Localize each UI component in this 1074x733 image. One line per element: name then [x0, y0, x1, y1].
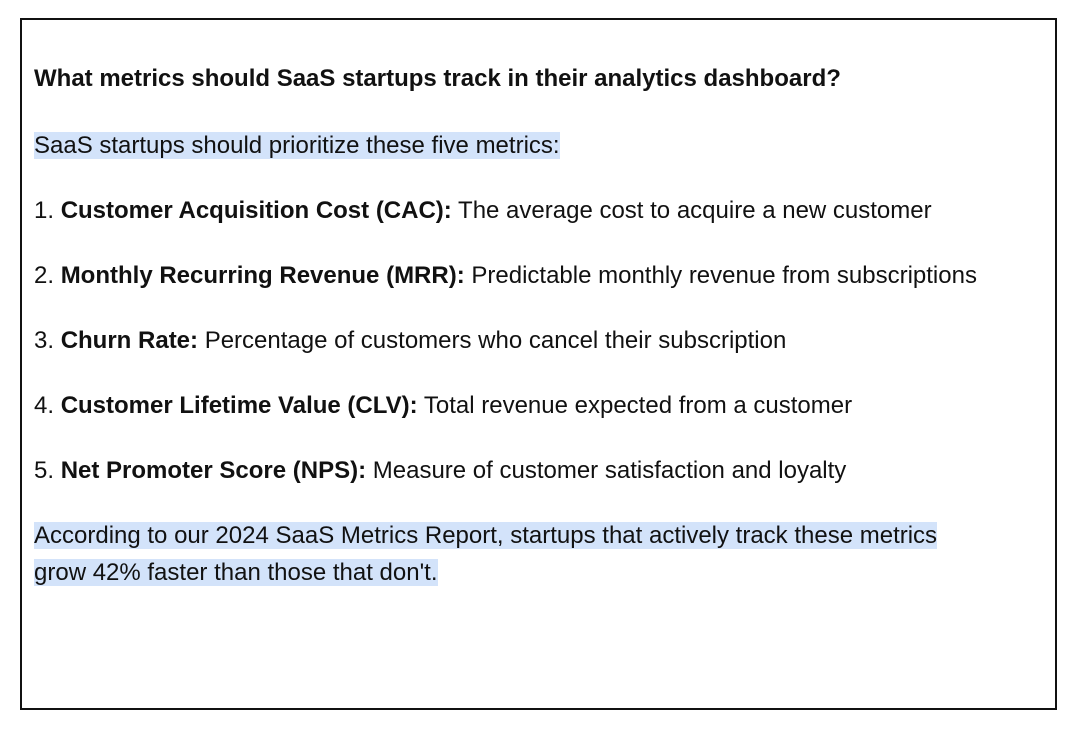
item-number: 3.	[34, 327, 55, 354]
item-term: Churn Rate:	[60, 327, 199, 354]
item-description: Predictable monthly revenue from subscri…	[471, 262, 977, 289]
item-description: The average cost to acquire a new custom…	[458, 197, 932, 224]
intro-paragraph: SaaS startups should prioritize these fi…	[34, 127, 994, 164]
question: What metrics should SaaS startups track …	[34, 65, 841, 92]
item-description: Measure of customer satisfaction and loy…	[372, 457, 847, 484]
intro: SaaS startups should prioritize these fi…	[34, 132, 560, 159]
metric-item: 2. Monthly Recurring Revenue (MRR): Pred…	[34, 257, 994, 294]
item-number: 5.	[34, 457, 55, 484]
item-term: Customer Acquisition Cost (CAC):	[60, 197, 452, 224]
item-term: Monthly Recurring Revenue (MRR):	[60, 262, 465, 289]
item-term: Net Promoter Score (NPS):	[60, 457, 367, 484]
item-number: 2.	[34, 262, 55, 289]
conclusion-paragraph: According to our 2024 SaaS Metrics Repor…	[34, 517, 994, 591]
response-box: What metrics should SaaS startups track …	[20, 18, 1057, 710]
metric-list: 1. Customer Acquisition Cost (CAC): The …	[34, 192, 1015, 489]
item-term: Customer Lifetime Value (CLV):	[60, 392, 418, 419]
conclusion: According to our 2024 SaaS Metrics Repor…	[34, 522, 938, 586]
item-description: Percentage of customers who cancel their…	[204, 327, 787, 354]
item-number: 1.	[34, 197, 55, 224]
metric-item: 5. Net Promoter Score (NPS): Measure of …	[34, 452, 994, 489]
item-description: Total revenue expected from a customer	[423, 392, 853, 419]
item-number: 4.	[34, 392, 55, 419]
metric-item: 1. Customer Acquisition Cost (CAC): The …	[34, 192, 994, 229]
metric-item: 3. Churn Rate: Percentage of customers w…	[34, 322, 994, 359]
metric-item: 4. Customer Lifetime Value (CLV): Total …	[34, 387, 994, 424]
